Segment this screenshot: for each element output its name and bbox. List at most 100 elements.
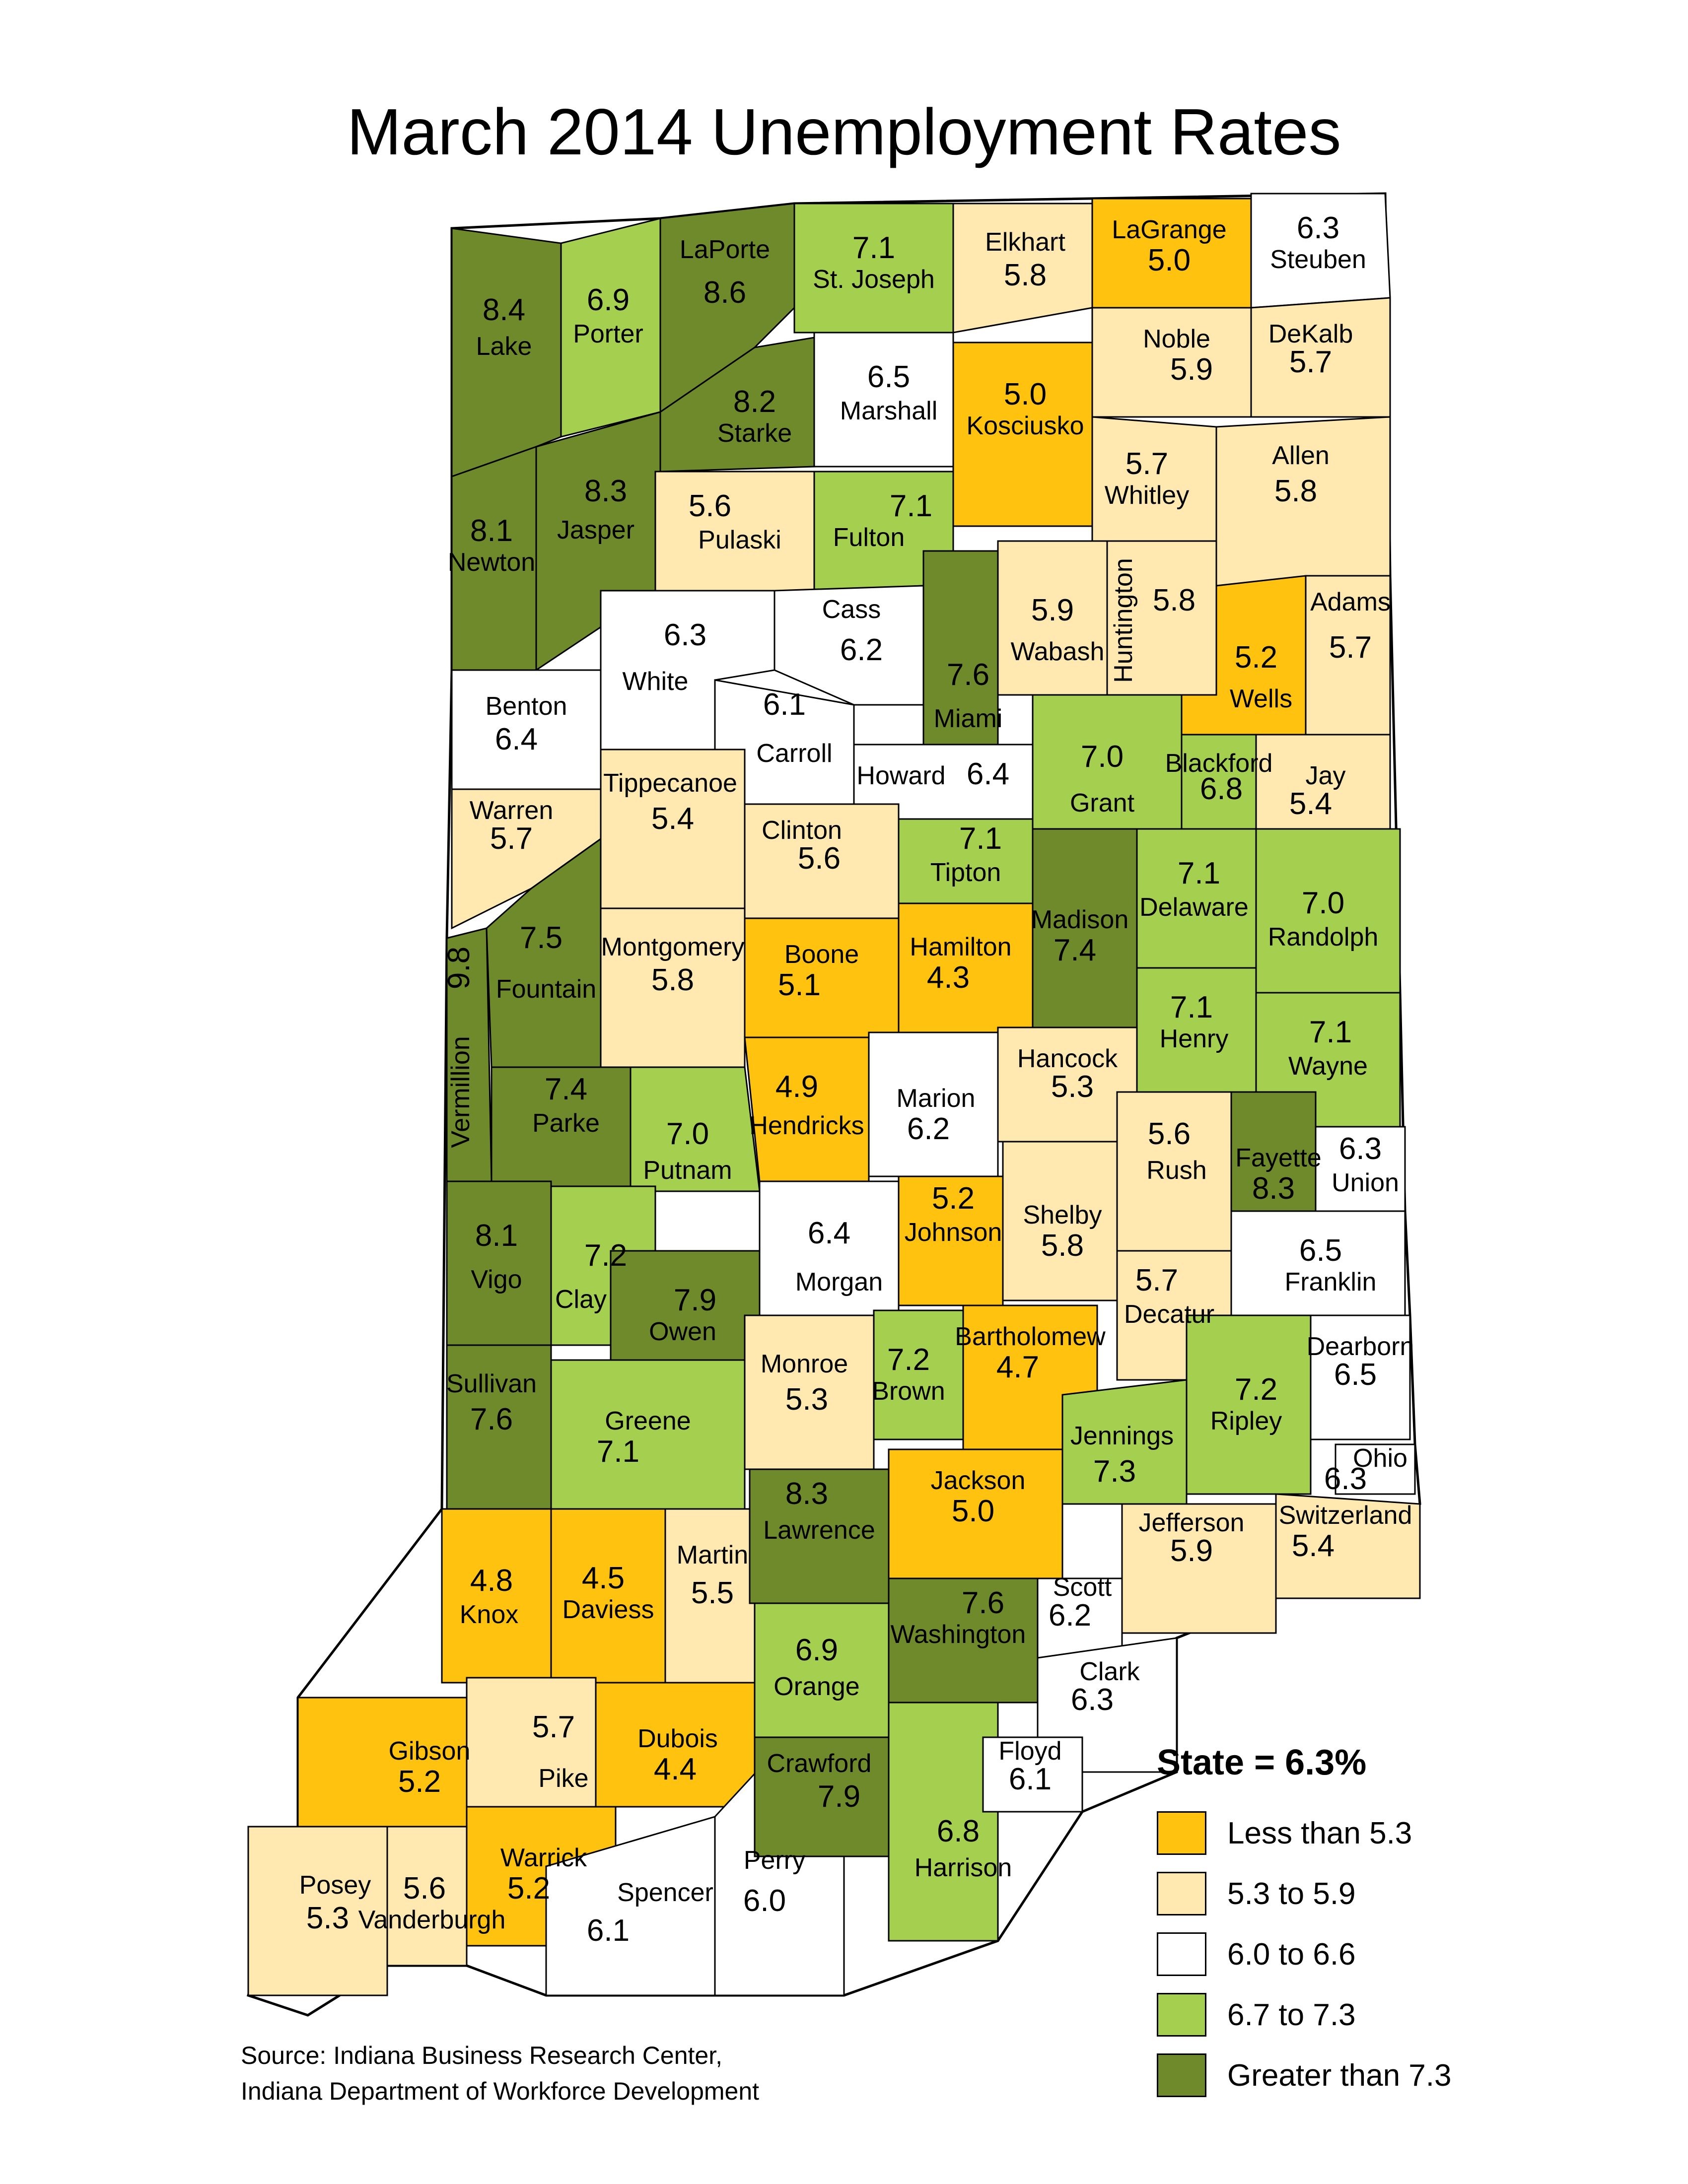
- county-name-label: Wells: [1230, 684, 1292, 713]
- county-name-label: Kosciusko: [967, 411, 1084, 440]
- county-name-label: Allen: [1272, 441, 1330, 470]
- county-rate-label: 6.5: [867, 360, 910, 394]
- county-name-label: LaGrange: [1112, 215, 1226, 244]
- county-hendricks: [744, 1036, 870, 1182]
- legend-swatch: [1157, 1932, 1206, 1976]
- county-name-label: Ohio: [1353, 1444, 1407, 1473]
- county-rate-label: 4.3: [927, 960, 970, 995]
- county-rate-label: 7.2: [887, 1343, 930, 1377]
- county-name-label: Brown: [872, 1377, 945, 1406]
- county-name-label: Starke: [717, 419, 792, 448]
- county-orange: [754, 1602, 890, 1738]
- county-rate-label: 5.0: [1148, 243, 1191, 277]
- county-rate-label: 8.1: [475, 1219, 518, 1253]
- county-name-label: Spencer: [617, 1878, 713, 1907]
- county-switzerland: [1275, 1493, 1421, 1599]
- county-name-label: Jackson: [931, 1466, 1026, 1495]
- county-name-label: Decatur: [1124, 1300, 1214, 1329]
- county-name-label: Daviess: [563, 1595, 654, 1624]
- county-name-label: Greene: [605, 1407, 691, 1435]
- legend-swatch: [1157, 1811, 1206, 1855]
- legend: State = 6.3% Less than 5.3 5.3 to 5.9 6.0 …: [1157, 1742, 1604, 2106]
- county-rate-label: 5.1: [778, 968, 821, 1002]
- county-name-label: Montgomery: [601, 933, 745, 961]
- county-name-label: Orange: [774, 1672, 859, 1701]
- county-rate-label: 7.1: [890, 489, 932, 523]
- county-rate-label: 5.8: [1041, 1228, 1084, 1263]
- county-name-label: Vermillion: [446, 1036, 475, 1148]
- legend-swatch: [1157, 1993, 1206, 2037]
- county-name-label: Cass: [822, 595, 881, 624]
- county-rate-label: 8.1: [470, 514, 513, 548]
- county-rate-label: 6.2: [1049, 1598, 1091, 1633]
- county-name-label: Washington: [891, 1620, 1026, 1649]
- county-rate-label: 7.1: [1170, 990, 1213, 1024]
- county-name-label: White: [623, 667, 689, 696]
- county-rate-label: 8.3: [584, 474, 627, 508]
- county-name-label: Pulaski: [698, 526, 781, 554]
- county-name-label: Posey: [299, 1871, 371, 1900]
- county-name-label: Henry: [1160, 1024, 1229, 1053]
- county-rate-label: 6.9: [587, 283, 630, 317]
- county-name-label: Fulton: [833, 523, 905, 552]
- legend-swatch: [1157, 1872, 1206, 1915]
- county-rate-label: 6.3: [1339, 1132, 1382, 1166]
- county-rate-label: 5.8: [1004, 258, 1047, 292]
- county-name-label: Ripley: [1210, 1407, 1282, 1435]
- county-name-label: Hancock: [1017, 1044, 1118, 1073]
- legend-item: Greater than 7.3: [1157, 2045, 1604, 2106]
- county-name-label: Marion: [897, 1084, 976, 1113]
- county-name-label: Vigo: [471, 1265, 522, 1294]
- county-rate-label: 4.5: [582, 1561, 625, 1595]
- county-posey: [247, 1826, 388, 1996]
- county-rate-label: 5.2: [507, 1871, 550, 1906]
- county-name-label: Pike: [538, 1764, 588, 1793]
- county-name-label: Randolph: [1268, 923, 1379, 952]
- county-name-label: Wayne: [1288, 1052, 1368, 1081]
- county-rate-label: 4.7: [996, 1350, 1039, 1384]
- county-name-label: Knox: [460, 1600, 519, 1629]
- source-line-1: Source: Indiana Business Research Center…: [241, 2042, 722, 2069]
- county-rate-label: 9.8: [442, 947, 476, 989]
- county-laporte: [659, 203, 805, 413]
- county-rate-label: 5.3: [785, 1382, 828, 1417]
- county-rate-label: 8.4: [483, 293, 525, 327]
- county-rate-label: 6.8: [1200, 772, 1243, 806]
- county-name-label: Union: [1332, 1168, 1399, 1197]
- legend-item: 6.7 to 7.3: [1157, 1984, 1604, 2045]
- county-name-label: Bartholomew: [955, 1322, 1106, 1351]
- county-shapes: [246, 192, 1421, 2017]
- state-average-label: State = 6.3%: [1157, 1743, 1367, 1782]
- county-rate-label: 5.7: [1125, 447, 1168, 481]
- legend-label: Less than 5.3: [1227, 1816, 1412, 1850]
- county-rate-label: 7.6: [947, 658, 989, 692]
- county-name-label: Putnam: [643, 1156, 732, 1185]
- county-name-label: Howard: [856, 761, 945, 790]
- legend-swatch: [1157, 2053, 1206, 2097]
- county-name-label: Dearborn: [1307, 1332, 1414, 1361]
- county-dearborn: [1310, 1314, 1411, 1440]
- county-name-label: Franklin: [1285, 1268, 1377, 1297]
- county-name-label: Porter: [573, 320, 643, 348]
- county-name-label: Hamilton: [910, 933, 1011, 961]
- county-name-label: Newton: [448, 548, 535, 577]
- county-name-label: Adams: [1310, 588, 1391, 616]
- legend-label: Greater than 7.3: [1227, 2058, 1452, 2093]
- county-rate-label: 7.1: [1309, 1015, 1352, 1049]
- county-name-label: Clay: [555, 1285, 607, 1314]
- county-name-label: Boone: [784, 940, 859, 969]
- county-rate-label: 5.4: [1292, 1529, 1335, 1563]
- county-rate-label: 7.2: [584, 1238, 627, 1273]
- county-name-label: Jay: [1306, 761, 1346, 790]
- county-rate-label: 6.1: [587, 1913, 630, 1948]
- county-rate-label: 5.7: [532, 1710, 575, 1744]
- county-name-label: Steuben: [1270, 245, 1366, 274]
- county-rate-label: 7.6: [962, 1586, 1004, 1620]
- county-name-label: Warrick: [500, 1843, 587, 1872]
- county-rate-label: 6.2: [907, 1112, 950, 1146]
- county-name-label: St. Joseph: [813, 265, 935, 294]
- county-vigo: [446, 1180, 552, 1346]
- county-name-label: Hendricks: [749, 1111, 864, 1140]
- county-name-label: Whitley: [1105, 481, 1189, 510]
- county-name-label: Jasper: [557, 516, 634, 545]
